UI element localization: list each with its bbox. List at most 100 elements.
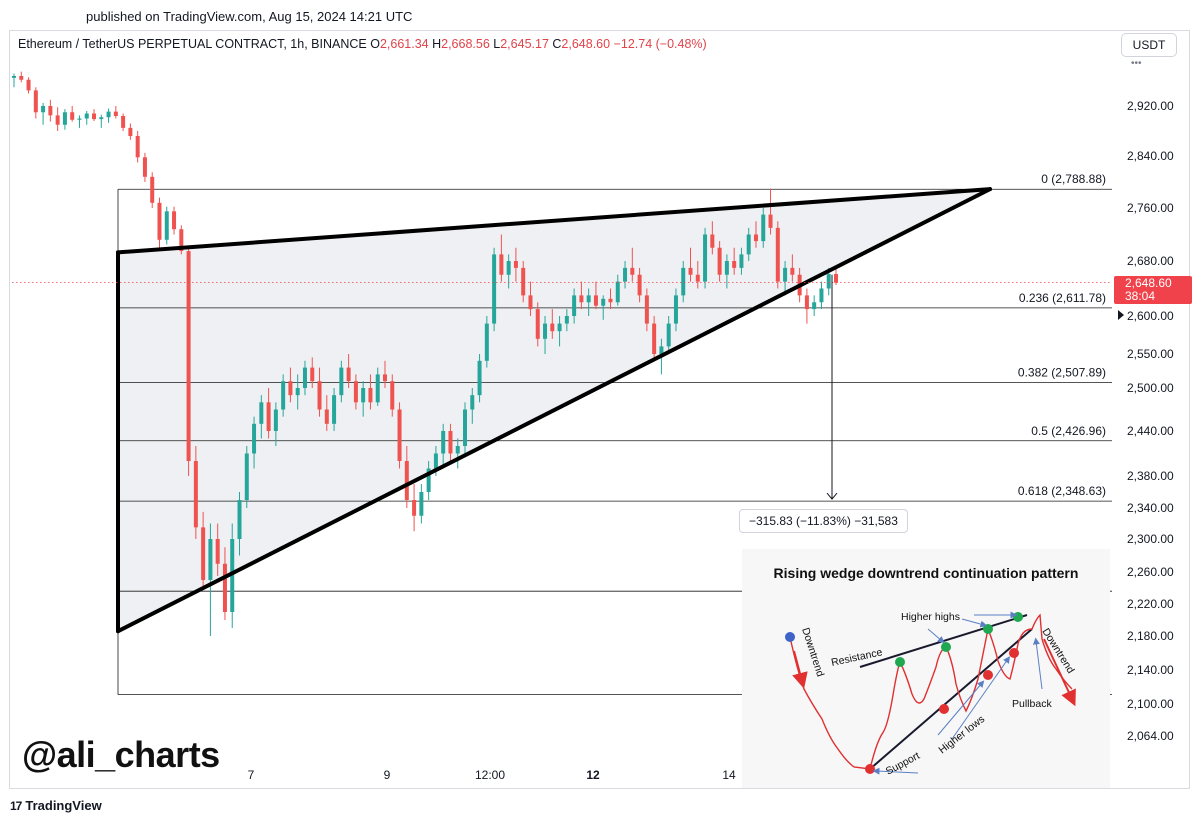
tradingview-logo-icon: 17 [10, 799, 22, 813]
candle-body [11, 76, 17, 78]
low-label: L [493, 37, 501, 51]
candle-body [113, 111, 118, 116]
candle-body [412, 500, 417, 516]
svg-text:Support: Support [884, 750, 922, 778]
fib-label: 0.5 (2,426.96) [1031, 424, 1106, 438]
symbol-name: Ethereum / TetherUS PERPETUAL CONTRACT, … [18, 37, 367, 51]
y-tick-label: 2,600.00 [1127, 309, 1174, 323]
fib-label: 0.382 (2,507.89) [1018, 366, 1106, 380]
price-change: −12.74 (−0.48%) [613, 37, 707, 51]
wedge-resistance-line [116, 187, 992, 255]
projection-arrowhead [826, 492, 838, 500]
candle-body [317, 381, 322, 410]
candle-body [688, 267, 693, 275]
candle-body [528, 295, 533, 310]
candle-body [404, 461, 409, 500]
candle-body [601, 298, 606, 306]
close-value: 2,648.60 [561, 37, 611, 51]
candle-body [790, 267, 795, 275]
candle-body [833, 274, 839, 283]
candle-body [397, 409, 402, 461]
open-value: 2,661.34 [379, 37, 429, 51]
measure-label: −315.83 (−11.83%) −31,583 [739, 509, 908, 533]
candle-body [252, 423, 257, 454]
symbol-legend: Ethereum / TetherUS PERPETUAL CONTRACT, … [18, 37, 707, 51]
candle-body [572, 295, 577, 316]
high-value: 2,668.56 [441, 37, 490, 51]
svg-text:Pullback: Pullback [1012, 698, 1052, 710]
fib-label: 0.618 (2,348.63) [1018, 484, 1106, 498]
svg-text:Higher highs: Higher highs [901, 611, 960, 623]
y-tick-label: 2,380.00 [1127, 469, 1174, 483]
open-label: O [370, 37, 380, 51]
y-tick-label: 2,100.00 [1127, 697, 1174, 711]
fib-label: 0.236 (2,611.78) [1019, 291, 1106, 305]
candle-body [804, 295, 809, 310]
candle-body [390, 381, 395, 410]
currency-selector[interactable]: USDT [1121, 33, 1177, 57]
svg-text:Higher lows: Higher lows [936, 713, 987, 756]
y-tick-label: 2,140.00 [1127, 663, 1174, 677]
candle-body [455, 446, 460, 454]
candle-body [521, 267, 526, 296]
candle-body [382, 374, 387, 382]
candle-body [26, 79, 31, 91]
candle-body [623, 267, 628, 282]
candle-body [543, 323, 548, 339]
candle-body [215, 539, 220, 564]
x-tick-label: 7 [248, 768, 255, 782]
tradingview-logo[interactable]: 17 TradingView [10, 798, 102, 813]
y-tick-label: 2,260.00 [1127, 565, 1174, 579]
candle-body [19, 76, 24, 80]
candle-body [673, 295, 678, 324]
y-tick-label: 2,550.00 [1127, 347, 1174, 361]
candle-body [375, 374, 380, 403]
low-value: 2,645.17 [500, 37, 549, 51]
candle-body [746, 234, 751, 255]
candle-body [70, 112, 75, 120]
candle-body [222, 563, 227, 612]
candle-body [55, 115, 60, 125]
y-tick-label: 2,064.00 [1127, 729, 1174, 743]
candle-body [819, 288, 824, 303]
candle-body [557, 323, 562, 332]
candle-body [41, 106, 46, 113]
candle-body [288, 381, 293, 396]
high-label: H [432, 37, 442, 51]
author-watermark: @ali_charts [22, 734, 220, 775]
candle-body [615, 281, 620, 303]
candle-body [193, 461, 198, 528]
fib-marker-icon [1118, 310, 1124, 320]
candle-body [142, 157, 147, 177]
candle-body [593, 295, 598, 306]
candle-body [106, 111, 111, 118]
candle-body [513, 261, 518, 268]
fib-label: 0 (2,788.88) [1041, 172, 1106, 186]
candle-body [586, 295, 591, 303]
candle-body [172, 211, 177, 230]
y-tick-label: 2,180.00 [1127, 629, 1174, 643]
candle-body [768, 214, 773, 228]
last-price-tag: 2,648.60 38:04 [1114, 276, 1192, 304]
candle-body [164, 211, 169, 240]
candle-body [703, 234, 708, 282]
candle-body [644, 295, 649, 324]
candle-body [361, 388, 366, 403]
illustration-diagram: Higher highs Resistance Downtrend Downtr… [785, 611, 1077, 778]
candle-body [302, 367, 307, 388]
candle-body [484, 323, 489, 361]
candles [11, 71, 839, 636]
candle-body [48, 106, 53, 116]
candle-body [179, 229, 184, 252]
more-icon[interactable]: ••• [1131, 58, 1142, 69]
candle-body [273, 409, 278, 431]
y-tick-label: 2,300.00 [1127, 532, 1174, 546]
candle-body [564, 316, 569, 324]
candle-body [812, 302, 817, 310]
candle-body [761, 214, 766, 242]
candle-body [426, 468, 431, 492]
y-tick-label: 2,840.00 [1127, 149, 1174, 163]
candle-body [448, 431, 453, 454]
overlays [12, 274, 1124, 500]
